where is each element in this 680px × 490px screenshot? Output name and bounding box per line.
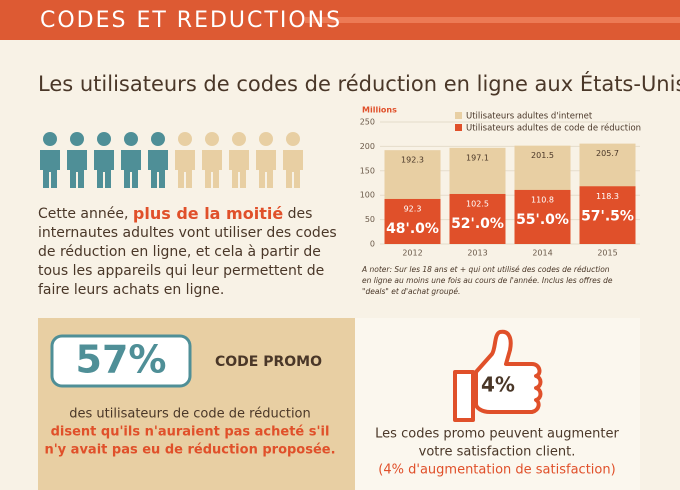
- person-body: [121, 150, 141, 188]
- value-label: 192.3: [401, 156, 424, 165]
- bar: [449, 193, 506, 244]
- panel-text: (4% d'augmentation de satisfaction): [378, 463, 615, 478]
- bar: [579, 186, 636, 244]
- x-tick-label: 2013: [467, 249, 487, 258]
- bar: [514, 189, 571, 244]
- intro-line: de réduction en ligne, et cela à partir …: [38, 244, 321, 260]
- intro-text: de réduction en ligne, et cela à partir …: [38, 244, 321, 260]
- intro-line: faire leurs achats en ligne.: [38, 282, 224, 298]
- share-label: 48'.0%: [386, 221, 439, 237]
- y-tick-label: 150: [360, 166, 375, 175]
- share-label: 55'.0%: [516, 212, 569, 228]
- intro-text: internautes adultes vont utiliser des co…: [38, 225, 337, 241]
- person-body: [67, 150, 87, 188]
- person-head: [178, 132, 192, 146]
- person-head: [286, 132, 300, 146]
- person-head: [151, 132, 165, 146]
- value-label: 102.5: [466, 199, 489, 208]
- value-label: 197.1: [466, 153, 489, 162]
- panel-text: disent qu'ils n'auraient pas acheté s'il: [51, 425, 330, 440]
- people-icons: [40, 132, 303, 188]
- value-label: 92.3: [404, 204, 422, 213]
- person-head: [97, 132, 111, 146]
- chart: Millions 0 50 100 150 200 250 192.3 92.3 48'.0% 20…: [360, 106, 641, 297]
- stat-value: 4%: [481, 373, 515, 397]
- value-label: 118.3: [596, 192, 619, 201]
- person-body: [283, 150, 303, 188]
- value-label: 201.5: [531, 151, 554, 160]
- chart-note: en ligne au moins une fois au cours de l…: [362, 276, 613, 285]
- x-tick-label: 2015: [597, 249, 617, 258]
- intro-text: faire leurs achats en ligne.: [38, 282, 224, 298]
- person-head: [43, 132, 57, 146]
- share-label: 57'.5%: [581, 208, 634, 224]
- intro-line: tous les appareils qui leur permettent d…: [38, 263, 324, 279]
- share-label: 52'.0%: [451, 216, 504, 232]
- y-tick-label: 100: [360, 191, 375, 200]
- thumbs-up-icon: [453, 329, 543, 422]
- person-body: [94, 150, 114, 188]
- legend-swatch: [455, 112, 462, 119]
- y-tick-label: 50: [365, 215, 375, 224]
- header-title: CODES ET REDUCTIONS: [40, 8, 342, 33]
- intro-line: internautes adultes vont utiliser des co…: [38, 225, 337, 241]
- header-stripe: [305, 17, 680, 23]
- stat-value: 57%: [76, 338, 167, 382]
- stat-box: [50, 334, 192, 388]
- y-axis-label: Millions: [362, 106, 397, 115]
- person-body: [256, 150, 276, 188]
- y-tick-label: 0: [370, 240, 375, 249]
- person-body: [229, 150, 249, 188]
- subtitle: Les utilisateurs de codes de réduction e…: [38, 71, 680, 96]
- person-body: [175, 150, 195, 188]
- chart-note: "deals" et d'achat groupé.: [362, 287, 460, 296]
- y-tick-label: 250: [360, 118, 375, 127]
- person-body: [40, 150, 60, 188]
- value-label: 205.7: [596, 149, 619, 158]
- person-head: [232, 132, 246, 146]
- person-head: [259, 132, 273, 146]
- legend-swatch: [455, 124, 462, 131]
- panel-text: n'y avait pas eu de réduction proposée.: [44, 443, 335, 458]
- y-tick-label: 200: [360, 142, 375, 151]
- panel-text: votre satisfaction client.: [419, 445, 576, 460]
- legend-label: Utilisateurs adultes de code de réductio…: [466, 123, 641, 134]
- bar: [384, 198, 441, 244]
- stat-label: CODE PROMO: [215, 354, 322, 370]
- intro-text: tous les appareils qui leur permettent d…: [38, 263, 324, 279]
- panel-text: des utilisateurs de code de réduction: [69, 407, 311, 422]
- legend-label: Utilisateurs adultes d'internet: [466, 112, 593, 122]
- person-head: [205, 132, 219, 146]
- intro-highlight: plus de la moitié: [133, 204, 283, 223]
- x-tick-label: 2012: [402, 249, 422, 258]
- person-head: [124, 132, 138, 146]
- x-tick-label: 2014: [532, 249, 552, 258]
- person-body: [148, 150, 168, 188]
- intro-text: Cette année, plus de la moitié des intern…: [38, 204, 337, 299]
- chart-note: A noter: Sur les 18 ans et + qui ont uti…: [361, 265, 610, 274]
- intro-text: des: [283, 206, 312, 222]
- person-body: [202, 150, 222, 188]
- intro-line: Cette année, plus de la moitié des: [38, 204, 312, 223]
- panel-text: Les codes promo peuvent augmenter: [375, 427, 619, 442]
- intro-text: Cette année,: [38, 206, 133, 222]
- person-head: [70, 132, 84, 146]
- value-label: 110.8: [531, 195, 554, 204]
